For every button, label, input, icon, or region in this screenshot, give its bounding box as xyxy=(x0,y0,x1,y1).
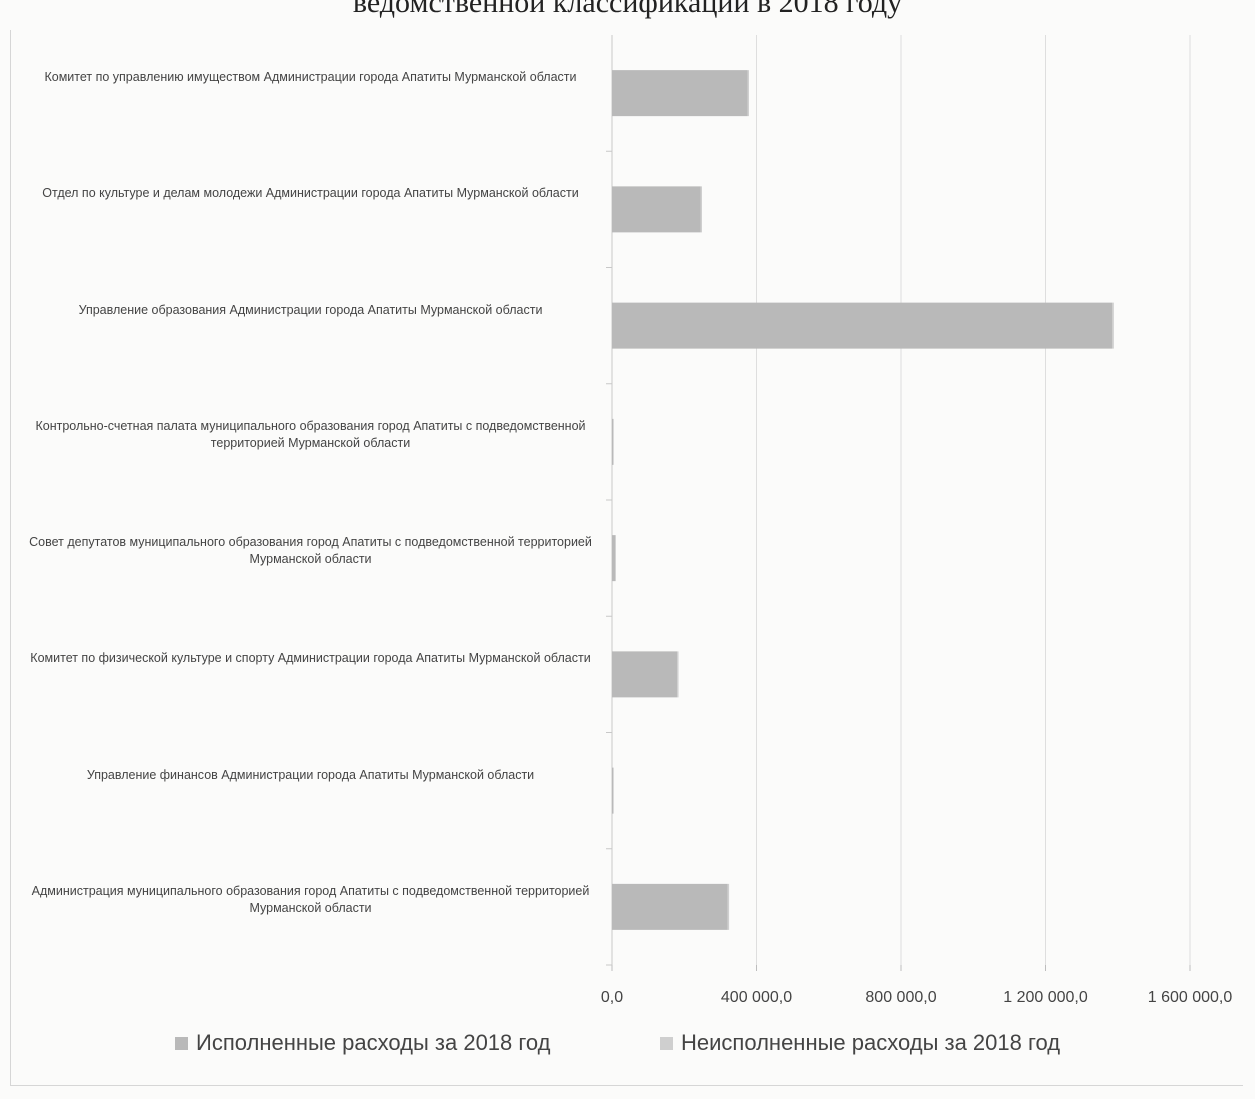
x-tick-label-2: 800 000,0 xyxy=(865,989,937,1006)
legend-label-executed: Исполненные расходы за 2018 год xyxy=(196,1030,551,1055)
bar-unexecuted-7 xyxy=(727,883,730,930)
x-tick-label-0: 0,0 xyxy=(600,989,624,1006)
category-label-0: Комитет по управлению имуществом Админис… xyxy=(44,70,577,85)
category-label-2: Управление образования Администрации гор… xyxy=(78,302,543,317)
x-tick-label-4: 1 600 000,0 xyxy=(1147,989,1233,1006)
category-label-4: Совет депутатов муниципального образован… xyxy=(29,535,592,567)
category-label-6: Управление финансов Администрации города… xyxy=(86,767,535,782)
bar-executed-6 xyxy=(612,767,614,814)
chart-title: ведомственной классификации в 2018 году xyxy=(352,0,903,19)
bar-executed-5 xyxy=(612,651,678,698)
legend-label-unexecuted: Неисполненные расходы за 2018 год xyxy=(681,1030,1061,1055)
category-label-3: Контрольно-счетная палата муниципального… xyxy=(35,418,586,450)
chart-frame xyxy=(10,30,1243,1086)
category-label-5: Комитет по физической культуре и спорту … xyxy=(30,651,591,666)
bar-executed-4 xyxy=(612,535,616,582)
x-tick-label-1: 400 000,0 xyxy=(720,989,793,1006)
legend-item-unexecuted: Неисполненные расходы за 2018 год xyxy=(660,1030,1060,1056)
bar-unexecuted-5 xyxy=(677,651,679,698)
bar-executed-3 xyxy=(612,418,614,465)
category-label-1: Отдел по культуре и делам молодежи Админ… xyxy=(42,186,579,201)
category-label-7: Администрация муниципального образования… xyxy=(31,883,590,915)
bar-unexecuted-2 xyxy=(1112,302,1114,349)
bar-executed-1 xyxy=(612,186,701,233)
bar-executed-0 xyxy=(612,70,748,117)
legend-item-executed: Исполненные расходы за 2018 год xyxy=(175,1030,551,1056)
bar-executed-7 xyxy=(612,883,728,930)
bar-unexecuted-1 xyxy=(700,186,703,233)
bar-unexecuted-0 xyxy=(747,70,749,117)
bar-executed-2 xyxy=(612,302,1113,349)
legend-swatch-unexecuted xyxy=(660,1036,673,1050)
chart-legend: Исполненные расходы за 2018 год Неисполн… xyxy=(170,1030,1170,1070)
legend-swatch-executed xyxy=(175,1036,188,1050)
x-tick-label-3: 1 200 000,0 xyxy=(1003,989,1088,1006)
